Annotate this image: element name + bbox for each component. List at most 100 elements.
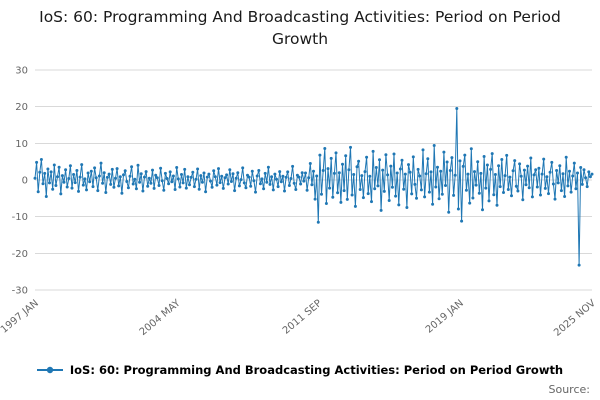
series-point bbox=[123, 169, 127, 173]
series-point bbox=[588, 175, 592, 179]
series-point bbox=[542, 157, 546, 161]
series-point bbox=[48, 181, 51, 185]
series-point bbox=[143, 175, 146, 179]
series-point bbox=[479, 171, 483, 175]
series-point bbox=[205, 175, 209, 179]
series-point bbox=[81, 183, 85, 187]
x-tick-label: 2019 JAN bbox=[424, 298, 466, 336]
series-point bbox=[86, 171, 90, 175]
x-tick-label: 2025 NOV bbox=[552, 298, 598, 339]
series-point bbox=[242, 181, 246, 185]
series-point bbox=[395, 171, 399, 175]
series-point bbox=[139, 172, 143, 176]
series-point bbox=[365, 155, 369, 159]
series-point bbox=[57, 165, 61, 169]
series-point bbox=[302, 179, 306, 183]
series-point bbox=[99, 161, 103, 165]
series-point bbox=[94, 176, 98, 180]
series-point bbox=[471, 196, 475, 200]
series-point bbox=[308, 162, 312, 165]
series-point bbox=[366, 192, 370, 196]
series-point bbox=[64, 168, 68, 172]
series-point bbox=[373, 187, 377, 191]
series-point bbox=[370, 200, 373, 204]
series-point bbox=[275, 177, 278, 181]
series-point bbox=[566, 184, 570, 188]
series-point bbox=[60, 174, 64, 178]
series-point bbox=[54, 184, 58, 187]
series-point bbox=[344, 154, 348, 158]
series-point bbox=[429, 170, 433, 174]
series-point bbox=[529, 156, 533, 160]
series-point bbox=[210, 185, 214, 189]
series-point bbox=[114, 176, 117, 180]
series-point bbox=[436, 165, 439, 169]
source-label: Source: bbox=[548, 383, 591, 396]
series-point bbox=[378, 158, 381, 162]
series-point bbox=[136, 163, 140, 167]
series-point bbox=[539, 193, 542, 197]
series-point bbox=[495, 203, 499, 207]
series-point bbox=[255, 174, 259, 178]
series-point bbox=[374, 166, 378, 169]
series-point bbox=[569, 190, 573, 194]
series-point bbox=[452, 193, 456, 197]
series-point bbox=[212, 169, 216, 173]
series-point bbox=[580, 182, 584, 186]
series-point bbox=[328, 186, 332, 190]
series-point bbox=[473, 170, 476, 174]
series-point bbox=[239, 178, 243, 182]
series-point bbox=[427, 190, 431, 194]
series-point bbox=[514, 184, 518, 188]
series-point bbox=[526, 164, 530, 168]
y-tick-label: 0 bbox=[22, 176, 28, 187]
x-tick-label: 1997 JAN bbox=[0, 298, 41, 336]
series-point bbox=[392, 152, 396, 156]
series-point bbox=[181, 181, 185, 185]
series-point bbox=[582, 168, 586, 172]
series-point bbox=[579, 166, 583, 169]
series-point bbox=[516, 189, 520, 193]
series-point bbox=[88, 180, 92, 184]
legend-item[interactable]: IoS: 60: Programming And Broadcasting Ac… bbox=[36, 363, 563, 377]
series-point bbox=[252, 179, 256, 183]
series-point bbox=[500, 158, 504, 161]
series-point bbox=[445, 160, 449, 164]
series-point bbox=[180, 173, 183, 176]
series-point bbox=[217, 167, 220, 171]
series-point bbox=[326, 167, 330, 171]
series-point bbox=[262, 187, 266, 191]
series-point bbox=[548, 170, 552, 174]
series-point bbox=[51, 187, 55, 191]
y-tick-label: -30 bbox=[12, 286, 28, 297]
series-point bbox=[173, 188, 177, 191]
legend-marker-dot bbox=[46, 366, 54, 374]
series-point bbox=[49, 170, 53, 174]
series-point bbox=[484, 186, 488, 190]
series-point bbox=[481, 208, 484, 212]
series-point bbox=[497, 164, 501, 168]
series-point bbox=[411, 155, 415, 159]
series-point bbox=[279, 180, 283, 184]
series-point bbox=[432, 144, 436, 147]
series-point bbox=[33, 176, 37, 180]
series-point bbox=[141, 189, 145, 193]
series-point bbox=[265, 180, 269, 184]
series-point bbox=[315, 174, 319, 178]
series-point bbox=[209, 179, 212, 183]
series-point bbox=[376, 184, 380, 188]
series-point bbox=[244, 186, 248, 190]
series-point bbox=[431, 202, 435, 206]
series-point bbox=[332, 171, 336, 175]
series-point bbox=[363, 170, 367, 174]
series-point bbox=[312, 169, 315, 173]
series-point bbox=[155, 176, 159, 180]
series-point bbox=[419, 188, 423, 192]
series-point bbox=[221, 186, 225, 190]
series-point bbox=[437, 197, 441, 201]
series-point bbox=[273, 172, 277, 176]
series-point bbox=[468, 201, 472, 205]
series-point bbox=[130, 165, 134, 169]
series-point bbox=[284, 175, 288, 179]
series-point bbox=[149, 181, 153, 185]
